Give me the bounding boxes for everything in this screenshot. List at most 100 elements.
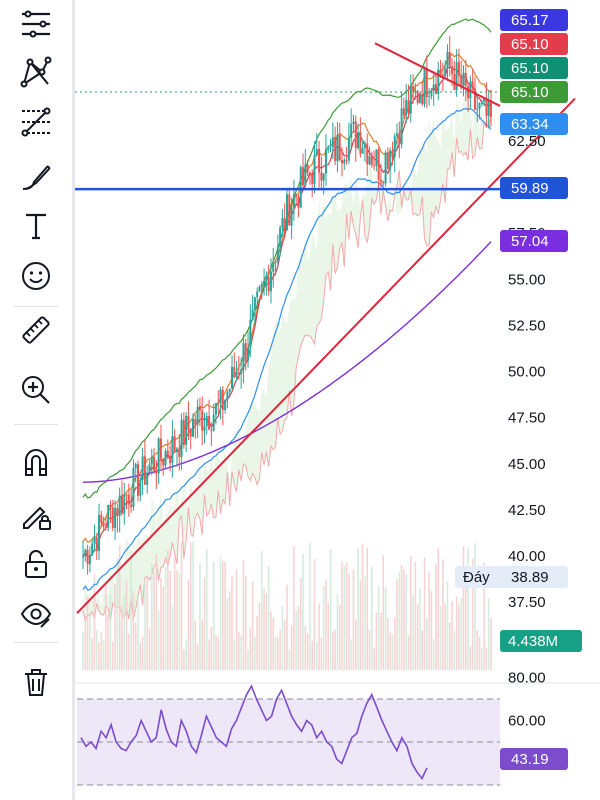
candle-body — [432, 84, 435, 91]
candle-body — [256, 291, 259, 298]
volume-bar — [304, 626, 307, 670]
price-tick-label: 55.00 — [508, 271, 546, 288]
ichimoku-cloud — [83, 95, 491, 621]
volume-bar — [403, 568, 405, 670]
volume-bar — [448, 622, 451, 670]
price-badge-bg — [500, 33, 568, 55]
emoji-tool-button[interactable] — [16, 256, 56, 296]
text-tool-button[interactable] — [16, 206, 56, 246]
zoom-in-button[interactable] — [16, 370, 56, 410]
ruler-tool-button[interactable] — [16, 310, 56, 350]
volume-bar — [382, 555, 385, 670]
candle-body — [111, 507, 114, 528]
candle-body — [274, 261, 277, 263]
price-badge: 57.04 — [500, 230, 568, 252]
candle-body — [249, 320, 252, 348]
volume-bar — [306, 633, 309, 670]
candle-body — [336, 134, 339, 162]
volume-bar — [343, 566, 346, 670]
lock-drawing-icon — [23, 506, 51, 530]
volume-bar — [400, 565, 403, 670]
candle-body — [146, 472, 149, 485]
volume-bar — [150, 563, 153, 670]
candle-body — [217, 402, 220, 404]
volume-bar — [405, 573, 407, 670]
volume-bar — [208, 639, 210, 670]
menu-lines-icon — [22, 10, 50, 38]
trash-button[interactable] — [16, 662, 56, 702]
candle-body — [130, 504, 133, 507]
candle-body — [244, 343, 247, 361]
candle-body — [226, 392, 229, 400]
candle-body — [398, 133, 401, 145]
volume-bar — [139, 642, 142, 670]
price-badge: 63.34 — [500, 113, 568, 135]
volume-bar — [137, 596, 139, 670]
volume-badge: 4.438M — [500, 630, 582, 652]
candle-body — [343, 159, 346, 164]
toolbar-separator — [14, 306, 58, 307]
volume-bar — [153, 571, 155, 670]
menu-lines-button[interactable] — [16, 4, 56, 44]
volume-bar — [311, 640, 314, 670]
volume-bar — [169, 570, 171, 670]
volume-bar — [228, 591, 231, 670]
fib-tool-button[interactable] — [16, 102, 56, 142]
volume-bar — [235, 569, 238, 670]
volume-bar — [354, 619, 357, 670]
volume-bar — [464, 569, 467, 670]
candle-body — [214, 402, 217, 415]
candle-body — [290, 207, 293, 226]
candle-body — [324, 149, 327, 174]
price-tick-label: 40.00 — [508, 548, 546, 565]
candle-body — [109, 504, 112, 508]
volume-bar — [144, 579, 146, 670]
lock-drawing-button[interactable] — [16, 494, 56, 534]
volume-bar — [210, 626, 213, 670]
candle-body — [104, 526, 107, 528]
volume-bar — [309, 543, 311, 670]
volume-bar — [125, 580, 128, 670]
volume-bar — [471, 558, 474, 670]
candle-body — [347, 137, 350, 161]
candle-body — [185, 415, 188, 445]
candle-body — [279, 227, 282, 247]
volume-bar — [173, 553, 176, 670]
candle-body — [153, 456, 156, 471]
candle-body — [357, 132, 360, 149]
magnet-button[interactable] — [16, 442, 56, 482]
volume-bar — [180, 542, 183, 670]
candle-body — [483, 98, 486, 102]
drawing-toolbar — [0, 0, 72, 800]
price-chart[interactable]: 37.50 40.00 42.50 45.00 47.50 50.00 52.50 55.00… — [75, 0, 600, 800]
candle-body — [134, 464, 137, 469]
candle-body — [263, 281, 266, 285]
candle-body — [318, 148, 321, 173]
candle-body — [455, 62, 458, 91]
candle-body — [448, 52, 451, 67]
candle-body — [416, 91, 419, 103]
price-badge-bg — [500, 230, 568, 252]
magnet-icon — [25, 449, 47, 476]
volume-bar — [380, 612, 382, 670]
pattern-tool-button[interactable] — [16, 52, 56, 92]
volume-bar — [444, 603, 446, 670]
volume-bar — [426, 617, 428, 670]
volume-bar — [366, 547, 369, 670]
price-badge-bg — [500, 113, 568, 135]
candle-body — [460, 75, 463, 86]
volume-bar — [423, 557, 426, 670]
rsi-line — [80, 684, 428, 781]
candle-body — [405, 100, 408, 116]
candle-body — [350, 123, 353, 138]
candle-body — [118, 495, 121, 517]
candle-body — [267, 277, 270, 292]
brush-tool-button[interactable] — [16, 156, 56, 196]
unlock-button[interactable] — [16, 544, 56, 584]
candle-body — [123, 494, 126, 514]
volume-bar — [481, 648, 483, 670]
candle-body — [409, 85, 412, 114]
candle-body — [471, 81, 474, 89]
eye-hide-button[interactable] — [16, 594, 56, 634]
volume-bar — [84, 619, 87, 670]
